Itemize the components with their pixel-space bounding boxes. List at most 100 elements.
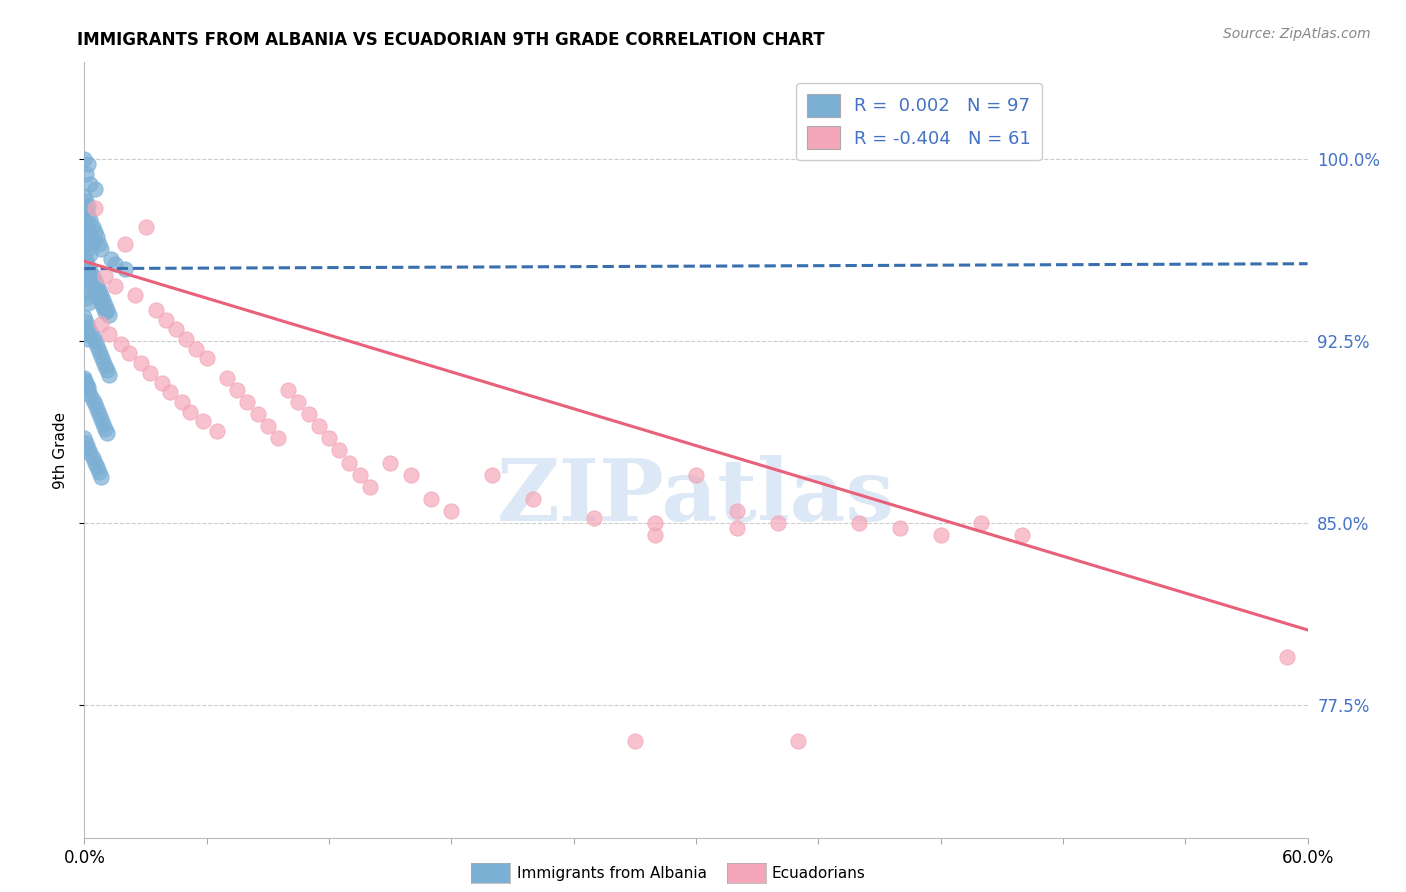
- Point: [138, 366, 160, 380]
- Point: [77, 208, 100, 222]
- Point: [97, 308, 120, 322]
- Point: [359, 480, 381, 494]
- Legend: R =  0.002   N = 97, R = -0.404   N = 61: R = 0.002 N = 97, R = -0.404 N = 61: [796, 83, 1042, 161]
- Point: [83, 456, 105, 470]
- Point: [79, 264, 101, 278]
- Point: [644, 528, 666, 542]
- Point: [191, 414, 214, 428]
- Point: [77, 332, 100, 346]
- Point: [100, 252, 122, 266]
- Point: [75, 378, 97, 392]
- Y-axis label: 9th Grade: 9th Grade: [52, 412, 67, 489]
- Point: [82, 276, 104, 290]
- Point: [766, 516, 789, 531]
- Point: [73, 322, 96, 336]
- Point: [287, 395, 309, 409]
- Point: [90, 318, 112, 332]
- Point: [77, 259, 100, 273]
- Point: [83, 281, 105, 295]
- Point: [73, 373, 96, 387]
- Point: [75, 291, 97, 305]
- Point: [79, 213, 101, 227]
- Point: [75, 376, 97, 390]
- Point: [77, 380, 100, 394]
- Point: [75, 254, 97, 268]
- Point: [725, 504, 748, 518]
- Point: [328, 443, 350, 458]
- Point: [86, 339, 108, 353]
- Point: [73, 285, 96, 300]
- Point: [114, 261, 136, 276]
- Point: [73, 250, 96, 264]
- Point: [889, 521, 911, 535]
- Point: [77, 319, 100, 334]
- Point: [420, 491, 443, 506]
- Point: [86, 278, 108, 293]
- Point: [73, 310, 96, 324]
- Point: [110, 336, 132, 351]
- Point: [75, 194, 97, 208]
- Text: Ecuadorians: Ecuadorians: [772, 866, 866, 880]
- Point: [93, 298, 115, 312]
- Text: Source: ZipAtlas.com: Source: ZipAtlas.com: [1223, 27, 1371, 41]
- Point: [522, 491, 544, 506]
- Point: [624, 734, 647, 748]
- Point: [96, 363, 118, 377]
- Point: [75, 201, 97, 215]
- Point: [86, 285, 108, 300]
- Point: [87, 284, 110, 298]
- Point: [205, 424, 228, 438]
- Point: [82, 235, 104, 249]
- Point: [179, 404, 201, 418]
- Point: [135, 220, 157, 235]
- Point: [114, 237, 136, 252]
- Point: [79, 177, 101, 191]
- Point: [399, 467, 422, 482]
- Point: [236, 395, 259, 409]
- Point: [77, 157, 100, 171]
- Point: [87, 291, 110, 305]
- Point: [79, 387, 101, 401]
- Point: [848, 516, 870, 531]
- Point: [75, 237, 97, 252]
- Point: [90, 242, 112, 256]
- Point: [93, 359, 115, 373]
- Point: [318, 431, 340, 445]
- Point: [380, 456, 402, 470]
- Point: [90, 470, 112, 484]
- Point: [91, 417, 114, 431]
- Point: [195, 351, 218, 366]
- Point: [685, 467, 707, 482]
- Point: [82, 268, 104, 283]
- Point: [97, 368, 120, 383]
- Point: [174, 332, 197, 346]
- Point: [96, 302, 118, 317]
- Point: [77, 276, 100, 290]
- Point: [79, 325, 101, 339]
- Point: [186, 342, 208, 356]
- Point: [929, 528, 952, 542]
- Point: [124, 288, 146, 302]
- Point: [93, 305, 115, 319]
- Point: [87, 344, 110, 359]
- Point: [82, 450, 104, 465]
- Point: [82, 392, 104, 407]
- Point: [644, 516, 666, 531]
- Point: [226, 383, 249, 397]
- Point: [217, 370, 239, 384]
- Point: [75, 436, 97, 450]
- Text: IMMIGRANTS FROM ALBANIA VS ECUADORIAN 9TH GRADE CORRELATION CHART: IMMIGRANTS FROM ALBANIA VS ECUADORIAN 9T…: [77, 31, 825, 49]
- Text: Immigrants from Albania: Immigrants from Albania: [517, 866, 707, 880]
- Point: [93, 268, 115, 283]
- Point: [77, 441, 100, 455]
- Point: [75, 326, 97, 341]
- Point: [73, 232, 96, 246]
- Point: [725, 521, 748, 535]
- Point: [77, 295, 100, 310]
- Point: [96, 426, 118, 441]
- Point: [349, 467, 371, 482]
- Point: [257, 419, 280, 434]
- Point: [79, 446, 101, 460]
- Point: [150, 376, 173, 390]
- Point: [440, 504, 463, 518]
